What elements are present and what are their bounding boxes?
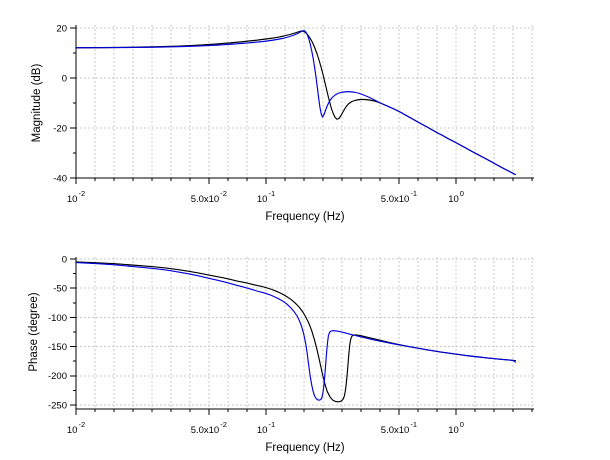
magnitude-gridlines [76, 25, 534, 178]
x-tick-label: 5.0x10-2 [191, 189, 227, 205]
y-tick-label: -150 [48, 342, 67, 353]
magnitude-axes: 10-2 5.0x10-2 10-1 5.0x10-1 100 20 0 -20 -40 Freq… [31, 23, 534, 223]
y-tick-label: -20 [53, 123, 67, 134]
y-tick-label: -50 [53, 284, 67, 295]
x-tick-label: 10-2 [67, 420, 85, 436]
x-tick-label: 5.0x10-2 [191, 420, 227, 436]
magnitude-curves [75, 30, 516, 176]
magnitude-series-black [75, 30, 516, 176]
y-tick-label: 0 [62, 254, 67, 265]
phase-gridlines [76, 257, 534, 409]
y-tick-label: -40 [53, 173, 67, 184]
y-axis-title: Phase (degree) [28, 292, 40, 371]
magnitude-series-blue [75, 30, 516, 176]
phase-series-black [75, 261, 516, 403]
y-tick-label: 0 [62, 73, 67, 84]
magnitude-plot: 10-2 5.0x10-2 10-1 5.0x10-1 100 20 0 -20 -40 Freq… [31, 23, 534, 223]
x-tick-label: 100 [448, 420, 464, 436]
phase-plot: 10-2 5.0x10-2 10-1 5.0x10-1 100 0 -50 -100 -150 -… [28, 254, 534, 454]
x-axis-title: Frequency (Hz) [265, 442, 344, 454]
x-tick-label: 100 [448, 189, 464, 205]
x-tick-label: 10-1 [257, 189, 275, 205]
y-tick-label: -100 [48, 313, 67, 324]
y-tick-label: -250 [48, 400, 67, 411]
x-axis-title: Frequency (Hz) [265, 211, 344, 223]
x-tick-label: 10-1 [257, 420, 275, 436]
phase-series-blue [75, 261, 516, 401]
phase-curves [75, 261, 516, 403]
x-tick-label: 5.0x10-1 [381, 420, 417, 436]
x-tick-label: 10-2 [67, 189, 85, 205]
y-axis-title: Magnitude (dB) [31, 64, 43, 143]
y-tick-label: 20 [56, 23, 67, 34]
y-tick-label: -200 [48, 371, 67, 382]
x-tick-label: 5.0x10-1 [381, 189, 417, 205]
phase-axes: 10-2 5.0x10-2 10-1 5.0x10-1 100 0 -50 -100 -150 -… [28, 254, 534, 454]
